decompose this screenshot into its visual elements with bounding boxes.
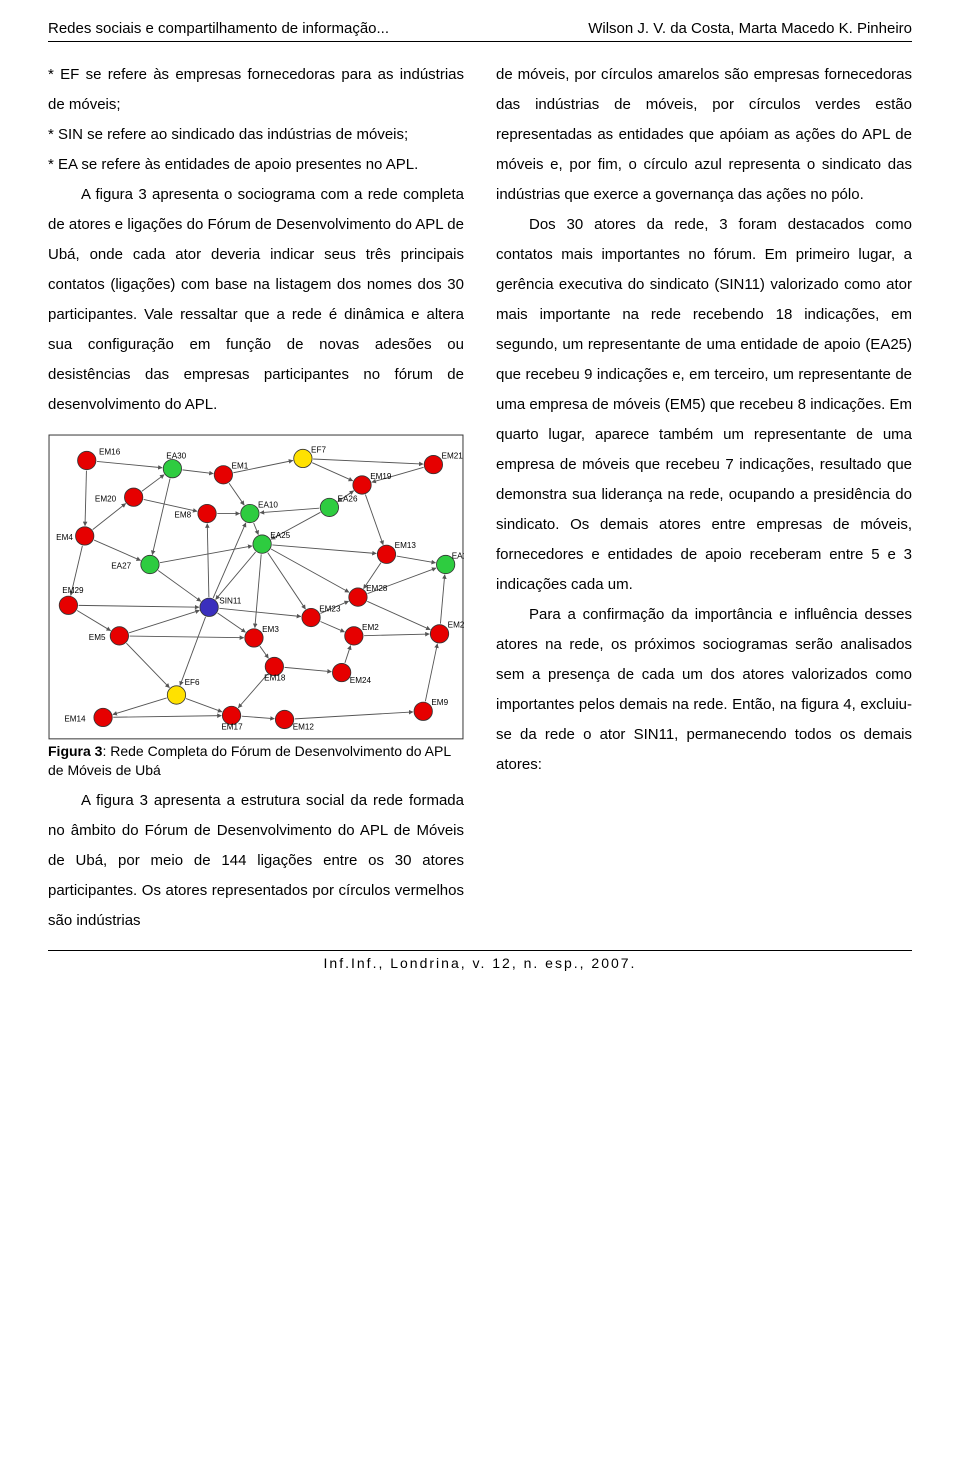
svg-text:EM8: EM8 xyxy=(174,511,191,520)
svg-text:SIN11: SIN11 xyxy=(219,596,241,605)
two-column-layout: * EF se refere às empresas fornecedoras … xyxy=(48,60,912,936)
header-right: Wilson J. V. da Costa, Marta Macedo K. P… xyxy=(588,20,912,37)
svg-text:EM13: EM13 xyxy=(395,541,417,550)
svg-text:EM29: EM29 xyxy=(62,586,84,595)
svg-text:EM12: EM12 xyxy=(293,723,315,732)
sociogram-svg: EM16 EA30 EM1 EF7 EM21 EM20 EM19 EM8 EA10 EA26 EM4… xyxy=(48,434,464,740)
svg-text:EM4: EM4 xyxy=(56,533,73,542)
right-column: de móveis, por círculos amarelos são emp… xyxy=(496,60,912,936)
svg-text:EM16: EM16 xyxy=(99,447,121,456)
left-p3: * EA se refere às entidades de apoio pre… xyxy=(48,150,464,180)
svg-text:EM21: EM21 xyxy=(442,451,464,460)
figure-3-sociogram: EM16 EA30 EM1 EF7 EM21 EM20 EM19 EM8 EA10 EA26 EM4… xyxy=(48,434,464,780)
figure-3-caption-bold: Figura 3 xyxy=(48,743,102,759)
left-p5: A figura 3 apresenta a estrutura social … xyxy=(48,786,464,936)
left-column: * EF se refere às empresas fornecedoras … xyxy=(48,60,464,936)
svg-text:EA15: EA15 xyxy=(452,551,464,560)
svg-text:EM2: EM2 xyxy=(362,623,379,632)
left-p1: * EF se refere às empresas fornecedoras … xyxy=(48,60,464,120)
header-left: Redes sociais e compartilhamento de info… xyxy=(48,20,389,37)
svg-text:EA10: EA10 xyxy=(258,500,278,509)
svg-text:EA26: EA26 xyxy=(338,494,358,503)
running-header: Redes sociais e compartilhamento de info… xyxy=(48,20,912,42)
figure-3-caption-rest: : Rede Completa do Fórum de Desenvolvime… xyxy=(48,743,451,778)
svg-text:EM24: EM24 xyxy=(350,676,372,685)
page-footer: Inf.Inf., Londrina, v. 12, n. esp., 2007… xyxy=(48,950,912,971)
svg-text:EF6: EF6 xyxy=(185,678,200,687)
page: Redes sociais e compartilhamento de info… xyxy=(0,0,960,1472)
svg-text:EM18: EM18 xyxy=(264,674,286,683)
svg-text:EM1: EM1 xyxy=(232,462,249,471)
right-p1: de móveis, por círculos amarelos são emp… xyxy=(496,60,912,210)
svg-text:EA27: EA27 xyxy=(111,562,131,571)
svg-text:EM23: EM23 xyxy=(319,604,341,613)
left-p2: * SIN se refere ao sindicado das indústr… xyxy=(48,120,464,150)
svg-text:EM19: EM19 xyxy=(370,472,392,481)
footer-citation: Inf.Inf., Londrina, v. 12, n. esp., 2007… xyxy=(324,955,637,971)
svg-text:EM28: EM28 xyxy=(366,584,388,593)
right-p2: Dos 30 atores da rede, 3 foram destacado… xyxy=(496,210,912,600)
svg-text:EA30: EA30 xyxy=(166,451,186,460)
left-p4: A figura 3 apresenta o sociograma com a … xyxy=(48,180,464,420)
svg-text:EM9: EM9 xyxy=(431,698,448,707)
svg-text:EM14: EM14 xyxy=(64,715,86,724)
svg-text:EM17: EM17 xyxy=(221,723,243,732)
svg-text:EM5: EM5 xyxy=(89,633,106,642)
svg-text:EM22: EM22 xyxy=(448,621,464,630)
svg-text:EM3: EM3 xyxy=(262,625,279,634)
right-p3: Para a confirmação da importância e infl… xyxy=(496,600,912,780)
svg-text:EF7: EF7 xyxy=(311,445,326,454)
svg-text:EA25: EA25 xyxy=(270,531,290,540)
svg-text:EM20: EM20 xyxy=(95,494,117,503)
figure-3-caption: Figura 3: Rede Completa do Fórum de Dese… xyxy=(48,742,464,780)
